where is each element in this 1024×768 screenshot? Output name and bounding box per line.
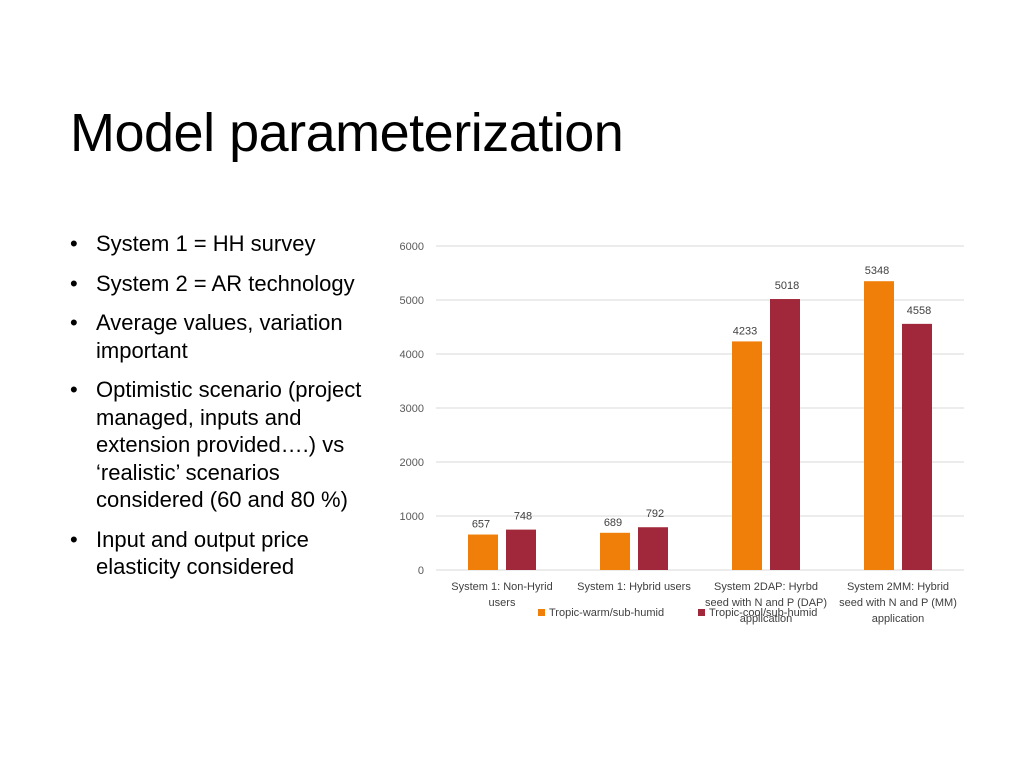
bar-chart: 0 1000 2000 3000 4000 5000 6000 657 689 4233 5348 7… (400, 241, 964, 625)
x-tick-label: seed with N and P (DAP) (705, 597, 827, 609)
data-label: 689 (604, 517, 622, 529)
y-tick-label: 2000 (400, 457, 424, 469)
legend-label: Tropic-warm/sub-humid (549, 607, 664, 619)
data-label: 4558 (907, 305, 931, 317)
y-tick-label: 5000 (400, 295, 424, 307)
x-tick-label: System 1: Non-Hyrid (451, 581, 552, 593)
bar (864, 281, 894, 570)
bar (468, 534, 498, 570)
bar (902, 323, 932, 570)
bullet-item: System 1 = HH survey (70, 230, 380, 258)
x-tick-label: application (740, 613, 793, 625)
bar (770, 299, 800, 570)
bullet-item: Average values, variation important (70, 309, 380, 364)
x-tick-label: System 2DAP: Hyrbd (714, 581, 818, 593)
y-tick-label: 0 (418, 565, 424, 577)
slide-title: Model parameterization (70, 103, 624, 163)
x-tick-label: System 1: Hybrid users (577, 581, 691, 593)
bullet-list: System 1 = HH survey System 2 = AR techn… (70, 230, 380, 593)
y-tick-label: 4000 (400, 349, 424, 361)
y-tick-label: 3000 (400, 403, 424, 415)
data-label: 657 (472, 519, 490, 531)
legend-swatch (538, 609, 545, 616)
bullet-item: Optimistic scenario (project managed, in… (70, 376, 380, 514)
data-label: 5018 (775, 280, 799, 292)
x-tick-label: System 2MM: Hybrid (847, 581, 949, 593)
data-label: 4233 (733, 325, 757, 337)
y-tick-label: 1000 (400, 511, 424, 523)
bullet-item: System 2 = AR technology (70, 270, 380, 298)
bar (638, 527, 668, 570)
bar (600, 532, 630, 570)
x-tick-label: application (872, 613, 925, 625)
y-tick-label: 6000 (400, 241, 424, 253)
legend-swatch (698, 609, 705, 616)
bar (732, 341, 762, 570)
bullet-item: Input and output price elasticity consid… (70, 526, 380, 581)
x-tick-label: seed with N and P (MM) (839, 597, 957, 609)
data-label: 792 (646, 508, 664, 520)
x-tick-label: users (489, 597, 516, 609)
legend-label: Tropic-cool/sub-humid (709, 607, 817, 619)
data-label: 5348 (865, 265, 889, 277)
data-label: 748 (514, 511, 532, 523)
bar (506, 529, 536, 570)
